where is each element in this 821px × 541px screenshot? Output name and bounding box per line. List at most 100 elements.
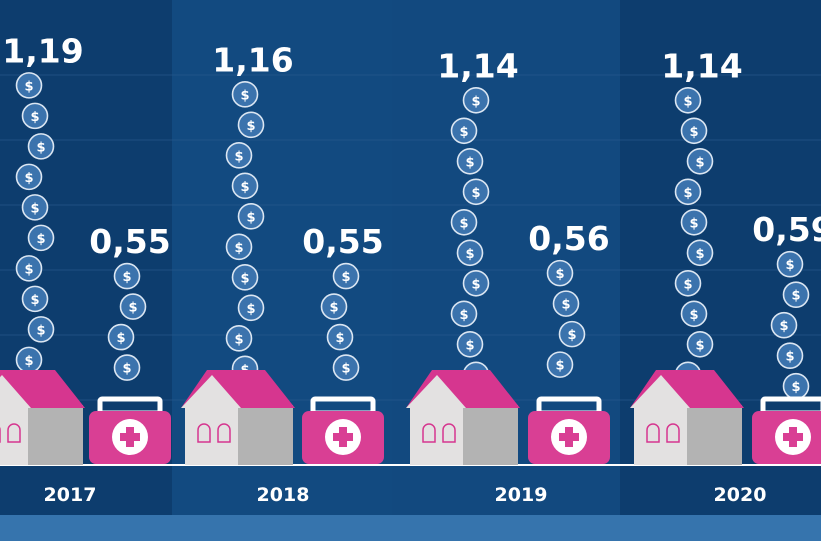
- coin-icon: $: [27, 224, 55, 252]
- coin-symbol: $: [24, 79, 33, 94]
- coin-symbol: $: [785, 258, 794, 273]
- coin-circle: [770, 311, 798, 339]
- house-value-label: 1,14: [661, 46, 742, 85]
- coin-symbol: $: [695, 247, 704, 262]
- coin-icon: $: [231, 264, 259, 291]
- coin-icon: $: [450, 208, 478, 236]
- coin-symbol: $: [689, 216, 698, 231]
- house-value-label: 1,14: [437, 46, 518, 85]
- coin-icon: $: [27, 133, 55, 160]
- kit-cross: [783, 427, 803, 447]
- coin-icon: $: [680, 208, 708, 236]
- coin-circle: [546, 351, 574, 378]
- coin-icon: $: [15, 163, 43, 191]
- coin-icon: $: [332, 262, 360, 290]
- health-value-label: 0,55: [302, 222, 383, 261]
- medical-kit-icon: [89, 396, 171, 464]
- house-window: [666, 423, 680, 443]
- kit-cross: [333, 427, 353, 447]
- coin-icon: $: [332, 354, 360, 381]
- coin-icon: $: [782, 281, 810, 308]
- coin-icon: $: [320, 293, 348, 320]
- coin-circle: [674, 178, 702, 206]
- coin-icon: $: [674, 86, 702, 114]
- coin-icon: $: [225, 142, 253, 169]
- coin-icon: $: [552, 290, 580, 317]
- coin-circle: [225, 233, 253, 261]
- coin-icon: $: [776, 342, 804, 369]
- coin-circle: [450, 300, 478, 328]
- coin-icon: $: [782, 372, 810, 400]
- coin-circle: [456, 239, 484, 267]
- coin-symbol: $: [246, 302, 255, 317]
- coin-symbol: $: [779, 319, 788, 334]
- coin-symbol: $: [30, 293, 39, 308]
- coin-symbol: $: [341, 270, 350, 285]
- coin-icon: $: [770, 311, 798, 339]
- coin-symbol: $: [567, 328, 576, 343]
- coin-circle: [462, 178, 490, 206]
- coin-symbol: $: [791, 380, 800, 395]
- coin-symbol: $: [122, 362, 131, 377]
- coin-circle: [680, 300, 708, 328]
- kit-cross: [559, 427, 579, 447]
- coin-symbol: $: [36, 323, 45, 338]
- house-value-label: 1,19: [2, 31, 83, 70]
- coin-circle: [776, 250, 804, 278]
- coin-symbol: $: [116, 331, 125, 346]
- coin-symbol: $: [30, 110, 39, 125]
- coin-symbol: $: [683, 277, 692, 292]
- house-wall: [0, 405, 28, 465]
- coin-circle: [119, 293, 147, 320]
- coin-symbol: $: [689, 125, 698, 140]
- coin-symbol: $: [555, 359, 564, 374]
- coin-circle: [680, 117, 708, 145]
- coin-circle: [237, 294, 265, 322]
- coin-circle: [113, 262, 141, 290]
- coin-circle: [231, 81, 259, 108]
- coin-circle: [225, 325, 253, 352]
- coin-circle: [231, 264, 259, 291]
- kit-cross: [120, 427, 140, 447]
- coin-circle: [686, 330, 714, 358]
- coin-symbol: $: [122, 270, 131, 285]
- coin-symbol: $: [465, 338, 474, 353]
- coin-circle: [674, 269, 702, 297]
- coin-icon: $: [237, 203, 265, 230]
- coin-symbol: $: [240, 271, 249, 286]
- coin-icon: $: [680, 300, 708, 328]
- house-gable: [181, 375, 241, 408]
- coin-symbol: $: [459, 308, 468, 323]
- house-window: [197, 423, 211, 443]
- bottom-strip: [0, 515, 821, 541]
- coin-symbol: $: [128, 301, 137, 316]
- year-tick-label: 2017: [44, 484, 97, 506]
- health-value-label: 0,55: [89, 222, 170, 261]
- house-icon: [630, 370, 744, 465]
- coin-circle: [21, 194, 49, 221]
- house-wall: [634, 405, 687, 465]
- coin-circle: [332, 262, 360, 290]
- coin-symbol: $: [240, 88, 249, 103]
- coin-symbol: $: [30, 201, 39, 216]
- medical-kit-icon: [302, 396, 384, 464]
- coin-icon: $: [113, 354, 141, 381]
- coin-symbol: $: [465, 155, 474, 170]
- coin-symbol: $: [24, 262, 33, 277]
- coin-icon: $: [237, 111, 265, 139]
- coin-symbol: $: [791, 289, 800, 304]
- coin-icon: $: [326, 323, 354, 351]
- coin-circle: [21, 285, 49, 313]
- year-group-2020: $$$$$$$$$$1,14$$$$$0,592020: [630, 46, 821, 506]
- coin-circle: [776, 342, 804, 369]
- coin-icon: $: [21, 194, 49, 221]
- coin-icon: $: [225, 325, 253, 352]
- house-icon: [0, 370, 85, 465]
- coin-symbol: $: [329, 301, 338, 316]
- coin-icon: $: [462, 86, 490, 114]
- health-value-label: 0,59: [752, 210, 821, 249]
- coin-circle: [231, 172, 259, 200]
- house-wall: [185, 405, 238, 465]
- coin-icon: $: [119, 293, 147, 320]
- coin-symbol: $: [36, 140, 45, 155]
